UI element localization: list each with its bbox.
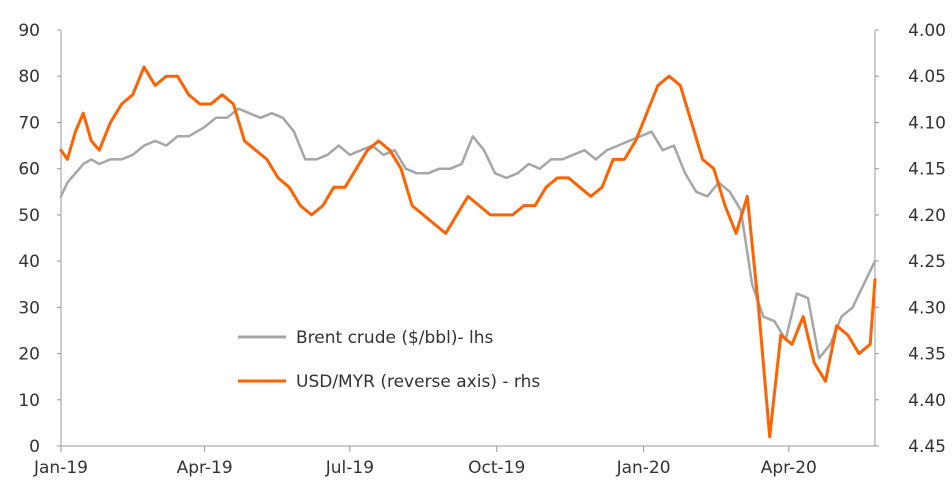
axes xyxy=(60,30,876,447)
x-tick-label: Jan-20 xyxy=(616,458,671,478)
y-left-tick-label: 20 xyxy=(18,345,40,365)
x-tick-label: Jan-19 xyxy=(33,458,88,478)
y-left-tick-label: 50 xyxy=(18,206,40,226)
x-tick-label: Apr-19 xyxy=(177,458,233,478)
x-tick-label: Jul-19 xyxy=(325,458,374,478)
y-left-tick-label: 0 xyxy=(29,437,40,457)
y-left-tick-label: 10 xyxy=(18,391,40,411)
y-left-tick-label: 70 xyxy=(18,113,40,133)
y-right-tick-label: 4.25 xyxy=(908,252,946,272)
y-left-tick-label: 60 xyxy=(18,160,40,180)
y-right-tick-labels: 4.00 4.05 4.10 4.15 4.20 4.25 4.30 4.35 4.40 4.45 xyxy=(875,21,946,457)
y-right-tick-label: 4.35 xyxy=(908,345,946,365)
y-left-tick-label: 40 xyxy=(18,252,40,272)
legend: Brent crude ($/bbl)- lhs USD/MYR (revers… xyxy=(238,328,540,392)
y-left-tick-label: 90 xyxy=(18,21,40,41)
y-right-tick-label: 4.15 xyxy=(908,160,946,180)
legend-label-usdmyr: USD/MYR (reverse axis) - rhs xyxy=(296,372,540,392)
legend-label-brent: Brent crude ($/bbl)- lhs xyxy=(296,328,493,348)
y-left-tick-labels: 0 10 20 30 40 50 60 70 80 90 xyxy=(18,21,61,457)
x-tick-labels: Jan-19 Apr-19 Jul-19 Oct-19 Jan-20 Apr-20 xyxy=(33,446,817,478)
y-left-tick-label: 80 xyxy=(18,67,40,87)
series-layer xyxy=(59,65,877,439)
y-right-tick-label: 4.40 xyxy=(908,391,946,411)
y-right-tick-label: 4.05 xyxy=(908,67,946,87)
series-line-usdmyr xyxy=(59,65,877,439)
x-tick-label: Oct-19 xyxy=(468,458,525,478)
series-line-brent xyxy=(59,107,877,360)
y-right-tick-label: 4.30 xyxy=(908,298,946,318)
y-right-tick-label: 4.45 xyxy=(908,437,946,457)
x-tick-label: Apr-20 xyxy=(761,458,817,478)
y-left-tick-label: 30 xyxy=(18,298,40,318)
y-right-tick-label: 4.20 xyxy=(908,206,946,226)
y-right-tick-label: 4.00 xyxy=(908,21,946,41)
y-right-tick-label: 4.10 xyxy=(908,113,946,133)
